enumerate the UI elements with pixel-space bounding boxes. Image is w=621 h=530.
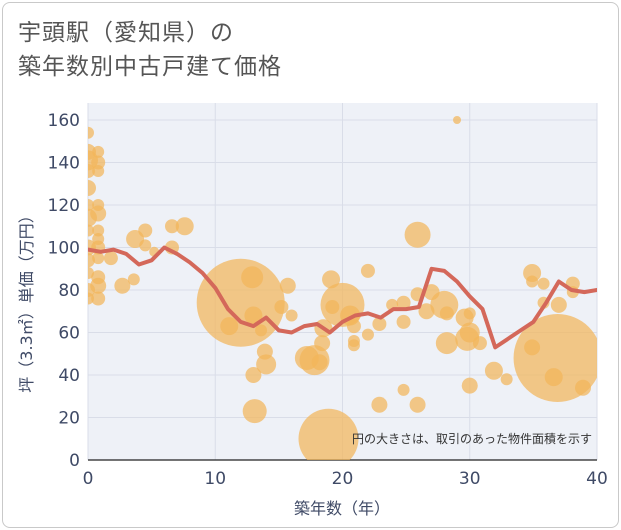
data-bubble [114, 277, 131, 294]
y-tick-label: 140 [48, 154, 80, 174]
bubble-size-note: 円の大きさは、取引のあった物件面積を示す [352, 431, 592, 446]
data-bubble [92, 252, 105, 265]
data-bubble [371, 396, 388, 413]
data-bubble [88, 164, 95, 178]
data-bubble [439, 306, 454, 321]
data-bubble [404, 221, 431, 248]
data-bubble [459, 322, 480, 343]
data-bubble [523, 264, 542, 282]
data-bubble [91, 291, 106, 306]
y-tick-label: 0 [69, 451, 80, 471]
data-bubble [575, 379, 592, 396]
data-bubble [138, 223, 153, 238]
data-bubble [472, 336, 487, 351]
data-bubble [91, 155, 106, 170]
trend-line [88, 245, 597, 350]
y-tick-label: 120 [48, 196, 80, 216]
y-tick-label: 160 [48, 111, 80, 131]
data-bubble [361, 328, 374, 341]
x-tick-label: 20 [332, 469, 354, 489]
data-bubble [241, 266, 264, 289]
data-bubble [461, 377, 478, 394]
data-bubble [88, 180, 96, 196]
data-bubble [92, 165, 105, 177]
data-bubble [526, 275, 539, 288]
data-bubble [90, 277, 107, 294]
tick-labels: 0 20 40 60 80 100 120 140 160 0 10 20 30 40 [48, 111, 608, 489]
data-bubble [347, 339, 360, 352]
data-bubble [139, 239, 152, 252]
data-bubble [196, 258, 285, 347]
data-bubble [397, 383, 410, 396]
chart-title-line-1: 宇頭駅（愛知県）の [18, 20, 234, 46]
data-bubble [279, 277, 296, 294]
chart-title: 宇頭駅（愛知県）の 築年数別中古戸建て価格 [18, 16, 282, 84]
x-axis-title: 築年数（年） [294, 499, 390, 518]
y-tick-label: 100 [48, 239, 80, 259]
data-bubble [92, 145, 105, 158]
data-bubble [346, 319, 361, 334]
data-bubble [418, 303, 435, 320]
data-bubble [463, 307, 476, 320]
data-bubble [544, 368, 563, 387]
y-tick-label: 20 [58, 409, 80, 429]
trend-layer [88, 245, 597, 350]
data-bubble [396, 314, 411, 329]
data-bubble [244, 306, 263, 325]
data-bubble [298, 408, 359, 460]
data-bubble [372, 317, 387, 331]
data-bubble [550, 296, 567, 313]
data-bubble [537, 277, 550, 290]
data-bubble [88, 126, 94, 139]
data-bubble [484, 361, 503, 380]
x-tick-label: 40 [586, 469, 608, 489]
data-bubble [274, 300, 289, 314]
bubble-layer [88, 116, 597, 460]
chart-title-line-2: 築年数別中古戸建て価格 [18, 54, 282, 80]
data-bubble [103, 251, 118, 266]
data-bubble [396, 295, 411, 310]
data-bubble [435, 332, 458, 355]
data-bubble [88, 224, 94, 237]
data-bubble [311, 354, 328, 371]
y-tick-label: 80 [58, 281, 80, 301]
x-tick-label: 0 [83, 469, 94, 489]
data-bubble [242, 399, 267, 424]
data-bubble [409, 396, 426, 413]
data-bubble [255, 324, 268, 337]
data-bubble [314, 335, 331, 352]
data-bubble [256, 354, 277, 375]
data-bubble [245, 367, 262, 383]
data-bubble [127, 273, 140, 286]
x-tick-label: 10 [204, 469, 226, 489]
data-bubble [92, 224, 105, 237]
data-bubble [360, 263, 375, 278]
data-bubble [285, 309, 298, 322]
data-bubble [175, 217, 194, 236]
x-tick-label: 30 [459, 469, 481, 489]
y-axis-title: 坪（3.3㎡）単価（万円） [17, 207, 36, 392]
data-bubble [513, 314, 597, 402]
data-bubble [453, 116, 462, 124]
data-bubble [164, 219, 179, 234]
data-bubble [90, 205, 107, 222]
y-tick-label: 40 [58, 366, 80, 386]
y-tick-label: 60 [58, 324, 80, 344]
data-bubble [500, 373, 513, 386]
data-bubble [322, 270, 341, 289]
